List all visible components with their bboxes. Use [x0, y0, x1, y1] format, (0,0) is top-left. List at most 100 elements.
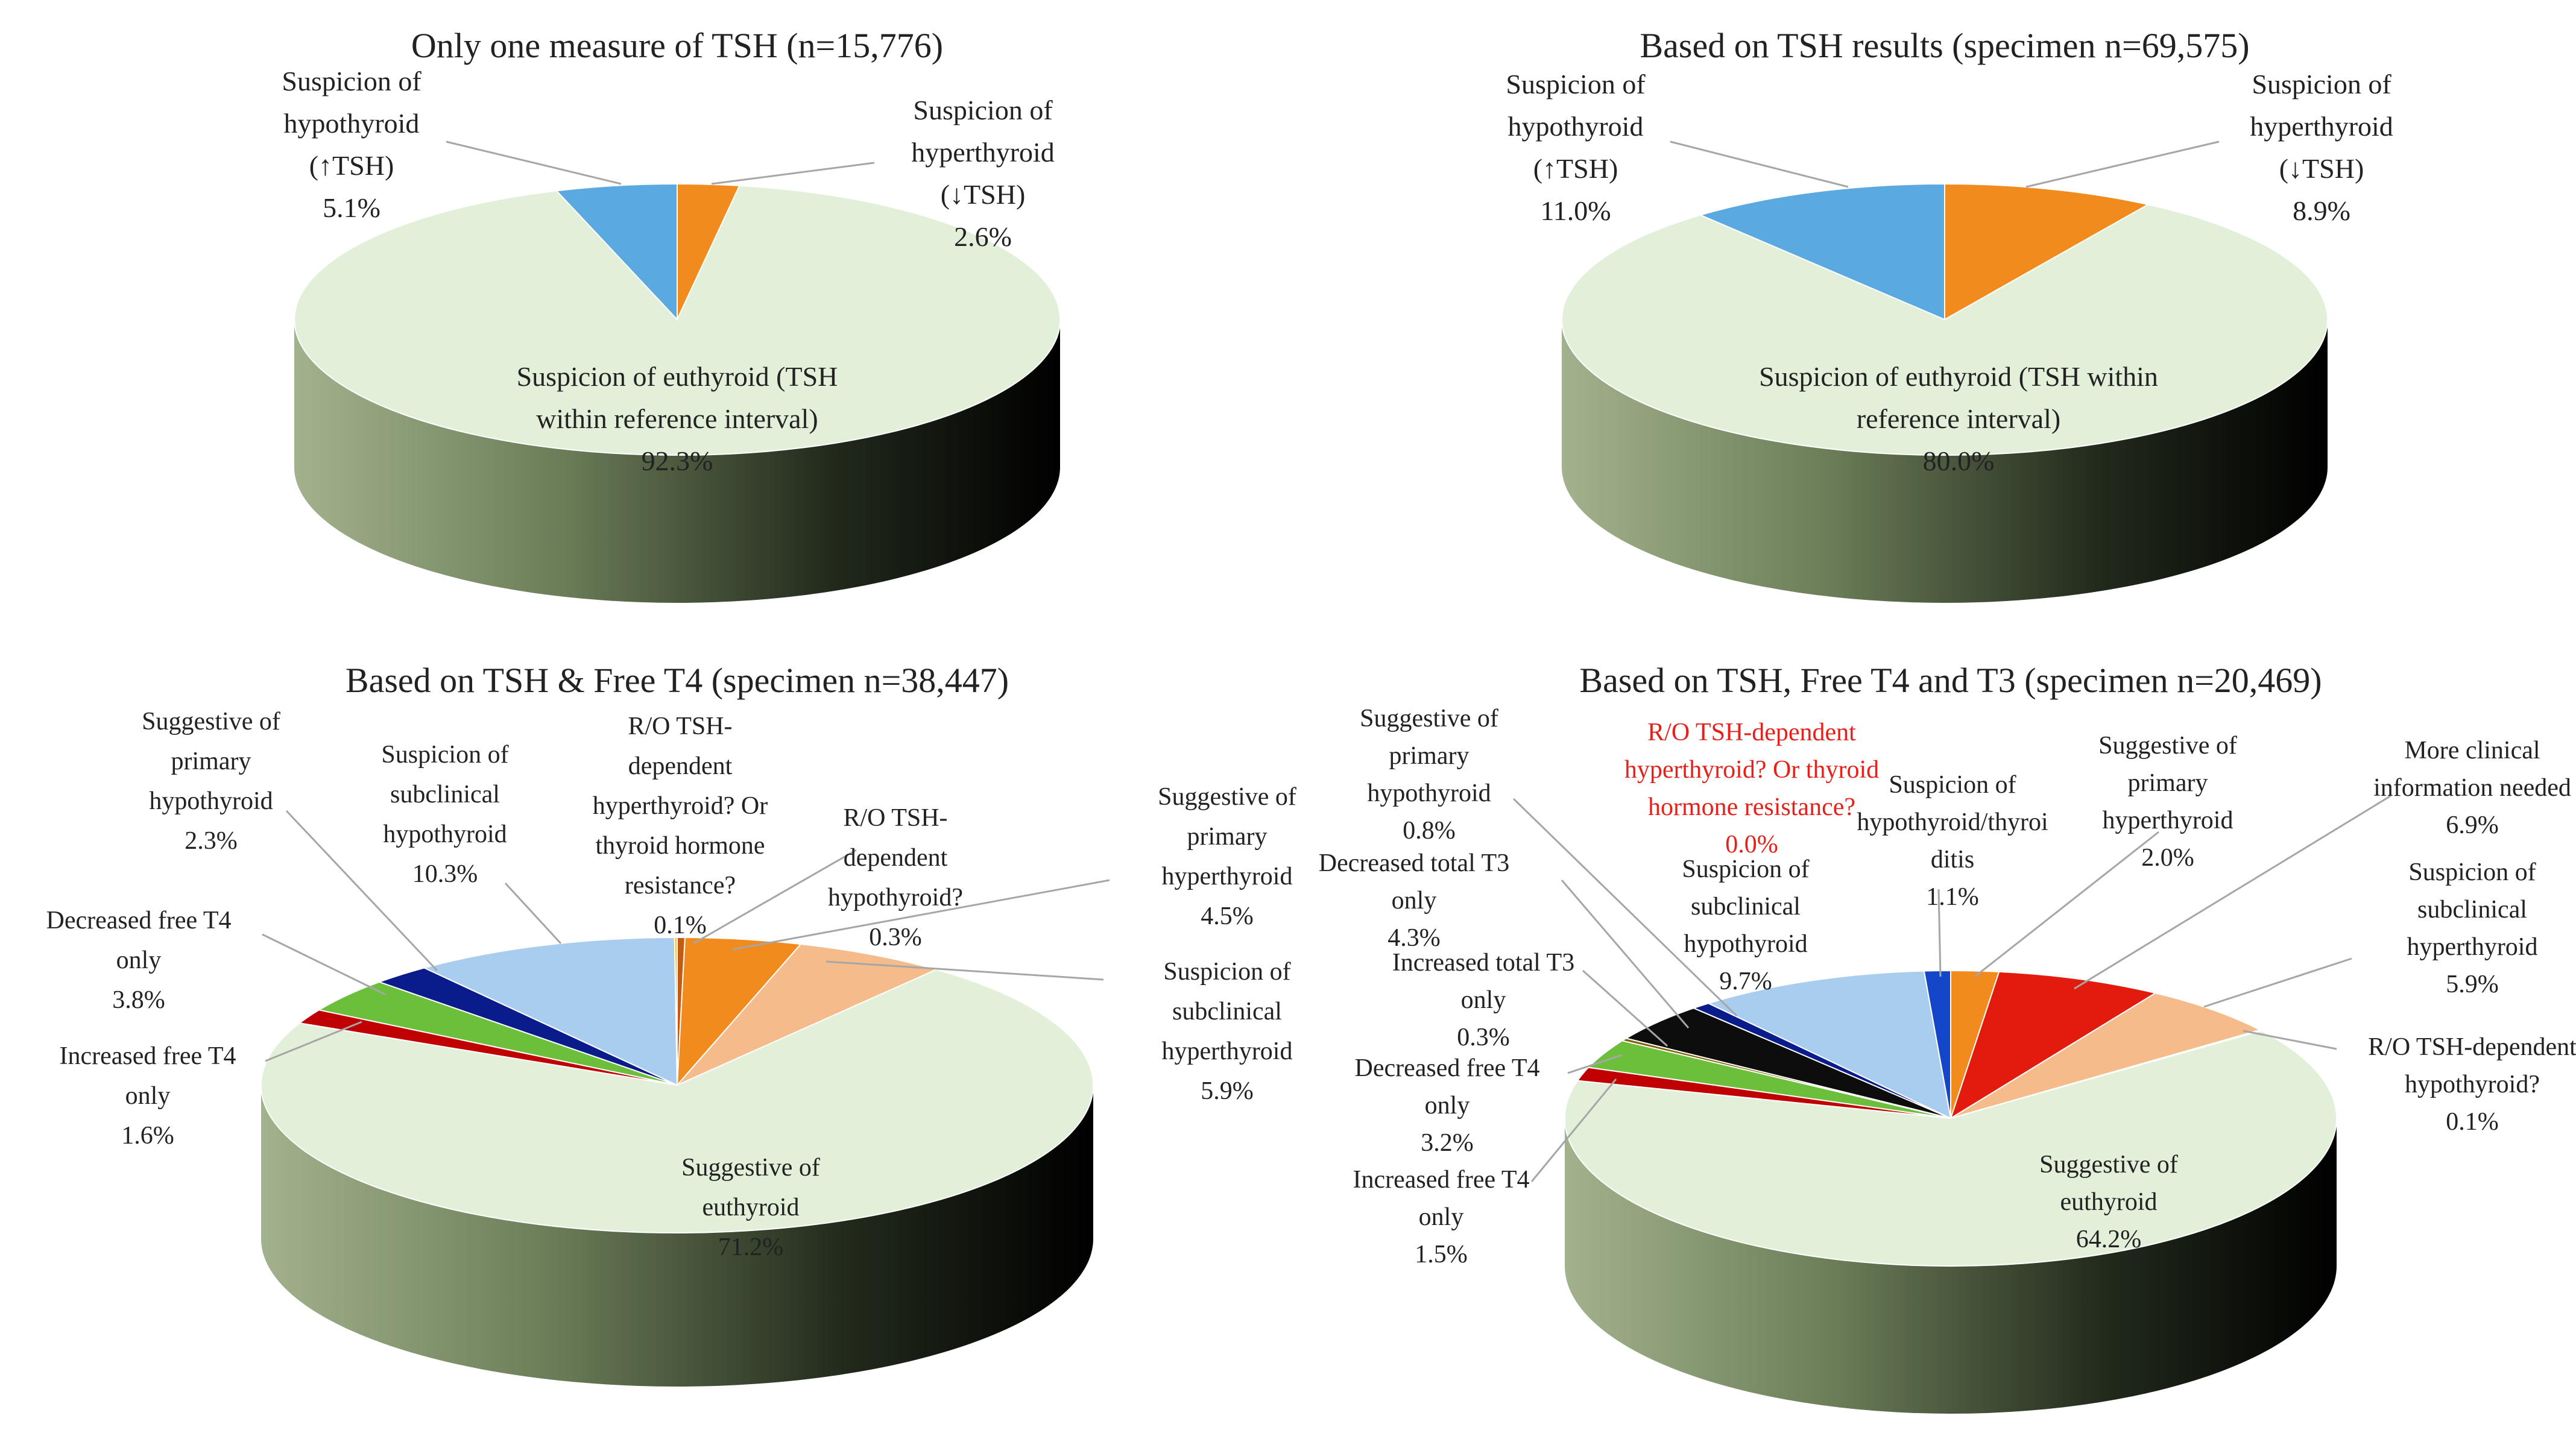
slice-label-line: hypothyroid	[149, 787, 273, 815]
slice-label-line: R/O TSH-dependent	[1647, 719, 1856, 746]
slice-percent: 5.9%	[2446, 971, 2499, 998]
slice-percent: 92.3%	[642, 446, 713, 476]
pie-slice-decreased-total-t3-only	[1624, 1007, 1951, 1119]
slice-label-line: Decreased free T4	[1354, 1054, 1539, 1082]
slice-label-line: Suggestive of	[1360, 705, 1498, 732]
slice-label-more-clinical-information-needed: More clinical information needed 6.9%	[2373, 737, 2571, 839]
slice-label-suspicion-of-hyperthyroid-tsh: Suspicion of hyperthyroid (↓TSH) 2.6%	[911, 95, 1055, 252]
slice-percent: 10.3%	[412, 860, 478, 888]
slice-percent: 4.5%	[1201, 902, 1254, 930]
slice-label-line: hyperthyroid	[1162, 1038, 1293, 1065]
slice-label-line: Decreased total T3	[1319, 849, 1509, 877]
leader-line	[285, 810, 438, 972]
slice-label-line: (↓TSH)	[941, 179, 1026, 210]
slice-label-suggestive-of-euthyroid: Suggestive of euthyroid 64.2%	[2039, 1151, 2178, 1253]
slice-label-line: hyperthyroid? Or thyroid	[1624, 756, 1879, 784]
slice-label-line: hypothyroid?	[828, 884, 963, 912]
slice-label-line: Suggestive of	[2098, 732, 2237, 760]
leader-line	[1530, 1078, 1617, 1182]
slice-percent: 2.6%	[954, 221, 1012, 252]
slice-label-r-o-tsh-dependent-hypothyroid: R/O TSH-dependent hypothyroid? 0.3%	[828, 804, 963, 951]
chart-title: Based on TSH & Free T4 (specimen n=38,44…	[346, 661, 1009, 700]
slice-label-line: hypothyroid?	[2405, 1071, 2540, 1098]
slice-label-line: primary	[2128, 769, 2208, 797]
pie-slice-suspicion-of-hypothyroid-tsh	[1698, 183, 1945, 321]
slice-label-suspicion-of-subclinical-hyperthyroid: Suspicion of subclinical hyperthyroid 5.9%	[1162, 958, 1293, 1105]
slice-label-suspicion-of-subclinical-hypothyroid: Suspicion of subclinical hypothyroid 9.7%	[1682, 855, 1809, 995]
slice-percent: 8.9%	[2293, 195, 2350, 226]
slice-label-line: Increased total T3	[1392, 949, 1574, 977]
pie-slice-suspicion-of-subclinical-hyperthyroid	[1950, 992, 2262, 1119]
slice-label-line: Increased free T4	[59, 1042, 236, 1070]
slice-label-line: Suspicion of	[1682, 855, 1809, 883]
slice-label-suspicion-of-euthyroid-tsh-within-reference-interval: Suspicion of euthyroid (TSH within refere…	[517, 361, 838, 476]
slice-label-line: Suspicion of	[2252, 69, 2391, 99]
chart-title: Based on TSH, Free T4 and T3 (specimen n…	[1579, 661, 2322, 700]
slice-label-suspicion-of-euthyroid-tsh-within-reference-interval: Suspicion of euthyroid (TSH within refere…	[1759, 361, 2158, 476]
leader-line	[732, 879, 1110, 951]
pie-slice-suggestive-of-primary-hyperthyroid	[676, 936, 803, 1087]
slice-percent: 6.9%	[2446, 811, 2499, 839]
slice-label-decreased-total-t3-only: Decreased total T3 only 4.3%	[1319, 849, 1509, 952]
slice-percent: 4.3%	[1387, 924, 1441, 952]
slice-label-line: Suspicion of	[1506, 69, 1646, 99]
slice-label-line: hypothyroid/thyroi	[1857, 808, 2048, 836]
slice-label-line: hormone resistance?	[1648, 793, 1855, 821]
slice-label-line: Suspicion of	[913, 95, 1053, 125]
slice-label-suggestive-of-primary-hypothyroid: Suggestive of primary hypothyroid 2.3%	[142, 708, 280, 855]
slice-label-line: hypothyroid	[1684, 930, 1807, 958]
leader-line	[1561, 880, 1690, 1028]
pie-slice-suggestive-of-euthyroid	[260, 969, 1094, 1233]
pie-side-wall	[294, 320, 1060, 603]
slice-label-line: euthyroid	[702, 1194, 800, 1221]
slice-label-line: hypothyroid	[1508, 111, 1644, 142]
slice-label-line: Suspicion of	[381, 741, 508, 769]
slice-label-line: only	[125, 1082, 171, 1110]
leader-line	[2243, 1030, 2337, 1050]
slice-label-line: Suspicion of	[1889, 771, 2016, 799]
leader-line	[711, 162, 875, 185]
leader-line	[1974, 831, 2159, 978]
slice-label-line: only	[1425, 1092, 1470, 1119]
slice-label-line: (↑TSH)	[1533, 153, 1618, 184]
slice-label-line: Suspicion of	[282, 66, 421, 96]
slice-label-line: subclinical	[1691, 893, 1801, 921]
leader-line	[1582, 969, 1668, 1047]
slice-percent: 11.0%	[1540, 195, 1611, 226]
slice-label-r-o-tsh-dependent-hyperthyroid-or-thyroid-hormone-resistance: R/O TSH-dependent hyperthyroid? Or thyroi…	[1624, 719, 1879, 858]
slice-label-line: only	[1461, 986, 1506, 1014]
slice-percent: 80.0%	[1923, 446, 1995, 476]
pie-slice-suspicion-of-hyperthyroid-tsh	[1944, 183, 2150, 321]
leader-line	[826, 960, 1104, 981]
leader-line	[446, 140, 622, 185]
slice-label-line: More clinical	[2404, 737, 2540, 764]
slice-label-line: ditis	[1931, 846, 1974, 874]
pie-chart-2: Based on TSH results (specimen n=69,575)…	[1506, 26, 2393, 603]
slice-label-suggestive-of-primary-hyperthyroid: Suggestive of primary hyperthyroid 2.0%	[2098, 732, 2237, 872]
slice-label-line: Suspicion of euthyroid (TSH	[517, 361, 838, 392]
leader-line	[2025, 140, 2220, 188]
slice-percent: 0.1%	[654, 912, 707, 939]
slice-label-line: information needed	[2373, 774, 2571, 802]
slice-label-line: Suspicion of euthyroid (TSH within	[1759, 361, 2158, 392]
slice-label-line: hyperthyroid	[911, 137, 1055, 168]
slice-percent: 0.0%	[1725, 831, 1778, 858]
leader-line	[504, 882, 562, 945]
slice-label-line: hyperthyroid	[2407, 933, 2538, 961]
slice-label-r-o-tsh-dependent-hyperthyroid-or-thyroid-hormone-resistance: R/O TSH-dependent hyperthyroid? Or thyroid…	[593, 713, 768, 939]
slice-label-line: hyperthyroid	[1162, 863, 1293, 890]
pie-chart-4: Based on TSH, Free T4 and T3 (specimen n…	[1319, 661, 2576, 1414]
slice-percent: 0.3%	[869, 924, 922, 951]
slice-label-increased-free-t4-only: Increased free T4 only 1.5%	[1353, 1166, 1529, 1268]
slice-label-suspicion-of-hypothyroid-tsh: Suspicion of hypothyroid (↑TSH) 11.0%	[1506, 69, 1646, 226]
slice-label-line: subclinical	[2417, 896, 2527, 924]
slice-label-r-o-tsh-dependent-hypothyroid: R/O TSH-dependent hypothyroid? 0.1%	[2368, 1033, 2576, 1136]
leader-line	[1937, 889, 1942, 977]
slice-percent: 3.8%	[112, 986, 165, 1014]
leader-line	[262, 933, 387, 996]
pie-slice-more-clinical-information-needed	[1949, 971, 2158, 1120]
slice-label-suspicion-of-subclinical-hypothyroid: Suspicion of subclinical hypothyroid 10.3%	[381, 741, 508, 888]
chart-title: Only one measure of TSH (n=15,776)	[411, 26, 943, 65]
slice-label-line: thyroid hormone	[595, 832, 765, 860]
slice-label-line: only	[1419, 1203, 1464, 1231]
